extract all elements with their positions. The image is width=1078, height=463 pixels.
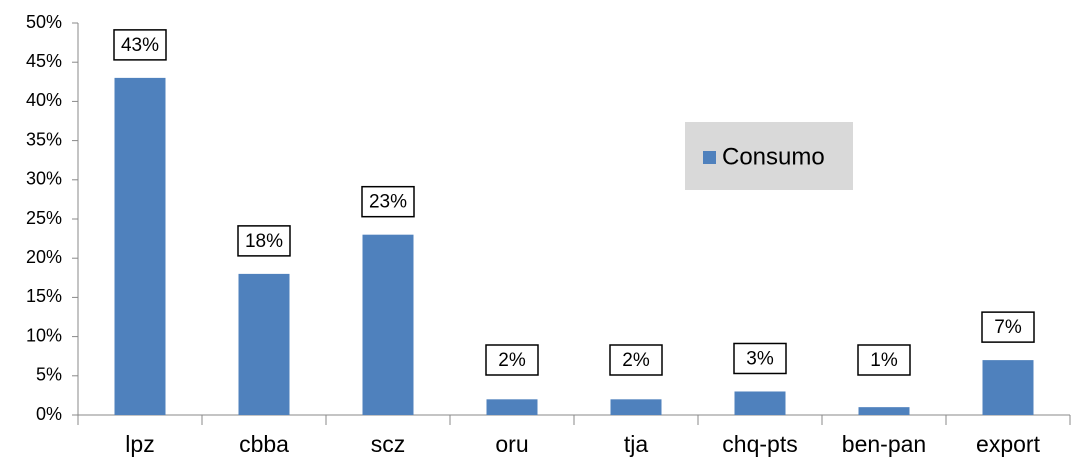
x-tick-label: ben-pan: [842, 431, 926, 457]
x-tick-label: chq-pts: [722, 431, 797, 457]
x-tick-label: tja: [624, 431, 649, 457]
y-tick-label: 50%: [26, 12, 62, 32]
bar: [362, 234, 414, 415]
bar: [610, 399, 662, 415]
y-tick-label: 35%: [26, 129, 62, 149]
data-label-box: [361, 185, 415, 218]
y-tick-label: 25%: [26, 208, 62, 228]
data-label-box: [981, 311, 1035, 343]
y-tick-label: 20%: [26, 247, 62, 267]
legend-label: Consumo: [722, 143, 825, 170]
data-label-box: [857, 344, 911, 376]
data-label-box: [485, 344, 539, 376]
data-label: 2%: [622, 350, 650, 371]
bar: [982, 360, 1034, 415]
x-tick-label: export: [976, 431, 1041, 457]
data-label: 2%: [498, 350, 526, 371]
data-label-box: [609, 344, 663, 376]
data-label: 23%: [369, 192, 407, 213]
data-label: 3%: [746, 348, 774, 369]
y-tick-label: 5%: [36, 365, 62, 385]
bar: [858, 407, 910, 415]
data-label: 18%: [245, 231, 283, 252]
data-label-box: [113, 29, 167, 61]
y-tick-label: 30%: [26, 169, 62, 189]
y-tick-label: 40%: [26, 90, 62, 110]
y-tick-label: 10%: [26, 325, 62, 345]
data-label-box: [733, 342, 787, 375]
x-tick-label: oru: [495, 431, 528, 457]
bar: [734, 391, 786, 415]
bar: [238, 273, 290, 415]
data-label: 1%: [870, 350, 898, 371]
x-tick-label: cbba: [239, 431, 289, 457]
y-tick-label: 0%: [36, 404, 62, 424]
bar: [486, 399, 538, 415]
x-tick-label: lpz: [125, 431, 154, 457]
y-tick-label: 15%: [26, 286, 62, 306]
bar: [114, 77, 166, 415]
legend-swatch: [703, 151, 716, 164]
x-tick-label: scz: [371, 431, 406, 457]
y-tick-label: 45%: [26, 51, 62, 71]
data-label-box: [237, 225, 291, 257]
data-label: 43%: [121, 35, 159, 56]
data-label: 7%: [994, 317, 1022, 338]
